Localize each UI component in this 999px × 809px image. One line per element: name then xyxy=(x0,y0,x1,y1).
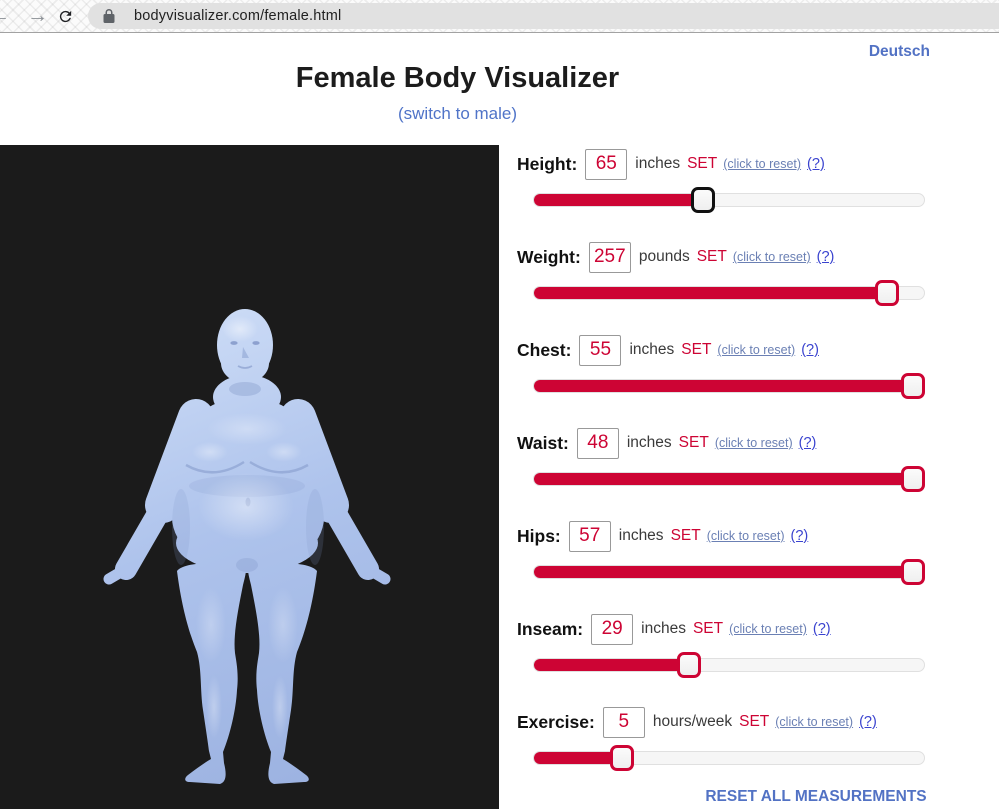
back-icon[interactable]: ← xyxy=(0,0,10,32)
slider-fill xyxy=(534,752,623,764)
click-to-reset-link[interactable]: (click to reset) xyxy=(706,529,785,543)
browser-bar: ← → bodyvisualizer.com/female.html xyxy=(0,0,999,33)
set-button[interactable]: SET xyxy=(696,248,727,265)
switch-to-male-link[interactable]: (switch to male) xyxy=(397,104,518,123)
measurement-unit: inches xyxy=(618,527,664,544)
measurement-row-weight: Weight: pounds SET (click to reset) (?) xyxy=(517,240,957,306)
measurement-label: Inseam: xyxy=(517,618,584,639)
measurement-unit: inches xyxy=(626,434,672,451)
url-text: bodyvisualizer.com/female.html xyxy=(134,8,342,24)
click-to-reset-link[interactable]: (click to reset) xyxy=(723,157,802,171)
click-to-reset-link[interactable]: (click to reset) xyxy=(717,343,796,357)
measurement-unit: inches xyxy=(629,341,675,358)
help-link[interactable]: (?) xyxy=(816,249,835,265)
hips-slider[interactable] xyxy=(533,559,925,585)
slider-track[interactable] xyxy=(533,658,925,672)
exercise-input[interactable] xyxy=(602,706,645,738)
set-button[interactable]: SET xyxy=(692,620,724,637)
measurement-unit: hours/week xyxy=(652,713,733,730)
measurement-unit: pounds xyxy=(638,248,690,265)
help-link[interactable]: (?) xyxy=(790,528,809,544)
slider-track[interactable] xyxy=(533,472,925,486)
forward-icon[interactable]: → xyxy=(27,4,48,27)
inseam-input[interactable] xyxy=(591,613,634,645)
measurement-row-exercise: Exercise: hours/week SET (click to reset… xyxy=(517,705,957,771)
chest-input[interactable] xyxy=(579,334,622,366)
set-button[interactable]: SET xyxy=(681,341,712,358)
slider-thumb[interactable] xyxy=(610,745,634,771)
measurement-row-height: Height: inches SET (click to reset) (?) xyxy=(517,147,957,213)
slider-thumb[interactable] xyxy=(901,466,925,492)
set-button[interactable]: SET xyxy=(687,155,718,172)
waist-slider[interactable] xyxy=(533,466,925,492)
measurement-label: Exercise: xyxy=(517,711,595,732)
controls-panel: RESET ALL MEASUREMENTS Height: inches SE… xyxy=(499,145,999,809)
height-slider[interactable] xyxy=(533,187,925,213)
help-link[interactable]: (?) xyxy=(859,714,877,730)
slider-fill xyxy=(534,287,888,299)
language-link-deutsch[interactable]: Deutsch xyxy=(868,43,930,60)
measurement-row-chest: Chest: inches SET (click to reset) (?) xyxy=(517,333,957,399)
slider-fill xyxy=(534,473,914,485)
slider-thumb[interactable] xyxy=(875,280,899,306)
set-button[interactable]: SET xyxy=(739,713,770,730)
measurement-label: Hips: xyxy=(517,525,561,546)
help-link[interactable]: (?) xyxy=(801,342,819,358)
slider-thumb[interactable] xyxy=(677,652,701,678)
slider-thumb[interactable] xyxy=(901,559,925,585)
viewer-canvas[interactable] xyxy=(0,145,499,809)
weight-slider[interactable] xyxy=(533,280,925,306)
slider-fill xyxy=(534,194,704,206)
measurement-unit: inches xyxy=(635,155,681,172)
waist-input[interactable] xyxy=(576,427,619,459)
url-bar[interactable]: bodyvisualizer.com/female.html xyxy=(88,3,999,29)
measurement-label: Weight: xyxy=(517,246,581,267)
set-button[interactable]: SET xyxy=(678,434,709,451)
exercise-slider[interactable] xyxy=(533,745,925,771)
reload-icon[interactable] xyxy=(57,0,74,32)
reset-all-measurements-link[interactable]: RESET ALL MEASUREMENTS xyxy=(705,788,927,805)
measurement-row-inseam: Inseam: inches SET (click to reset) (?) xyxy=(517,612,957,678)
click-to-reset-link[interactable]: (click to reset) xyxy=(732,250,811,264)
height-input[interactable] xyxy=(585,148,628,180)
inseam-slider[interactable] xyxy=(533,652,925,678)
weight-input[interactable] xyxy=(588,241,631,273)
slider-thumb[interactable] xyxy=(691,187,715,213)
slider-thumb[interactable] xyxy=(901,373,925,399)
measurement-row-hips: Hips: inches SET (click to reset) (?) xyxy=(517,519,957,585)
female-body-figure xyxy=(103,309,391,784)
slider-track[interactable] xyxy=(533,565,925,579)
help-link[interactable]: (?) xyxy=(807,156,825,172)
measurement-unit: inches xyxy=(641,620,686,637)
slider-fill xyxy=(534,566,914,578)
slider-track[interactable] xyxy=(533,193,925,207)
slider-track[interactable] xyxy=(533,751,925,765)
measurement-label: Waist: xyxy=(517,432,569,453)
help-link[interactable]: (?) xyxy=(812,621,831,637)
measurement-label: Chest: xyxy=(517,339,572,360)
help-link[interactable]: (?) xyxy=(798,435,817,451)
measurement-row-waist: Waist: inches SET (click to reset) (?) xyxy=(517,426,957,492)
slider-fill xyxy=(534,659,690,671)
page-title: Female Body Visualizer xyxy=(295,62,620,94)
set-button[interactable]: SET xyxy=(670,527,701,544)
slider-track[interactable] xyxy=(533,286,925,300)
click-to-reset-link[interactable]: (click to reset) xyxy=(714,436,793,450)
lock-icon[interactable] xyxy=(103,8,115,24)
click-to-reset-link[interactable]: (click to reset) xyxy=(729,622,807,636)
hips-input[interactable] xyxy=(568,520,611,552)
measurement-label: Height: xyxy=(517,153,578,174)
slider-fill xyxy=(534,380,914,392)
slider-track[interactable] xyxy=(533,379,925,393)
chest-slider[interactable] xyxy=(533,373,925,399)
click-to-reset-link[interactable]: (click to reset) xyxy=(775,715,854,729)
